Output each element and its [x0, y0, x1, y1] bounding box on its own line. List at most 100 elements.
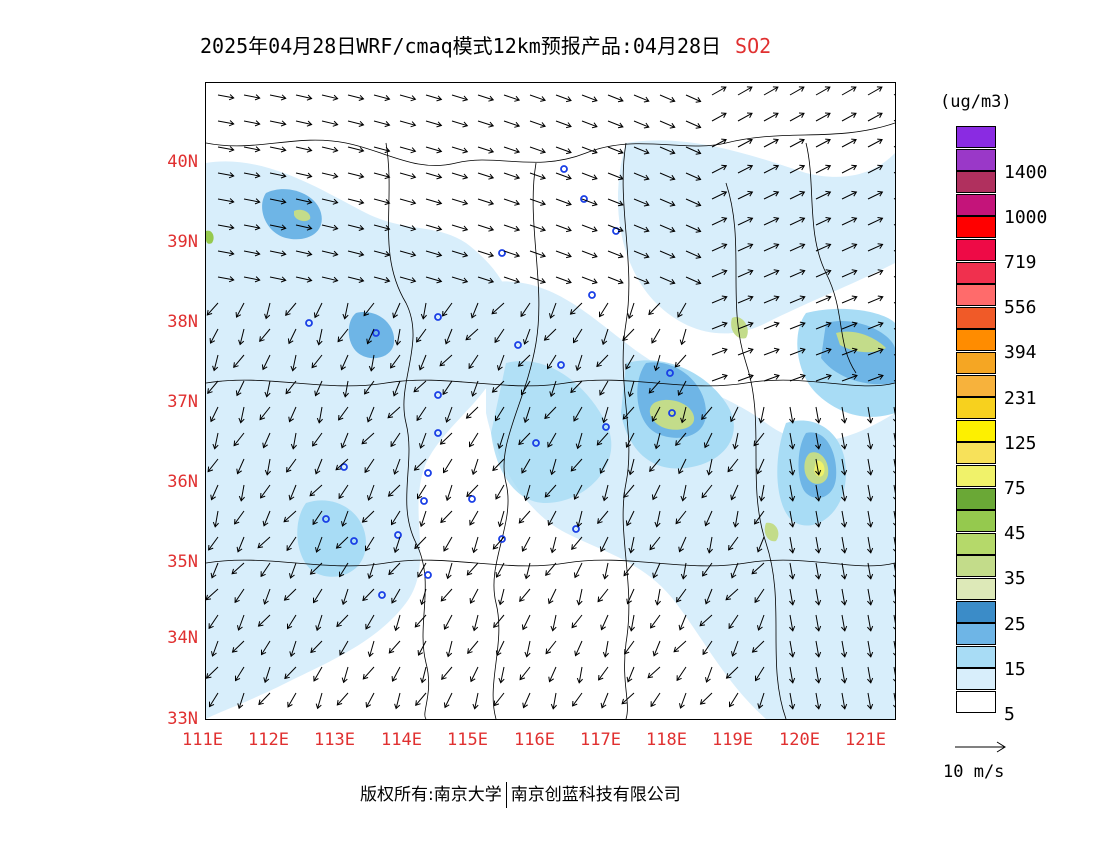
wind-arrow-head: [236, 468, 242, 475]
wind-arrow-head: [677, 311, 683, 318]
wind-arrow: [440, 432, 453, 445]
wind-arrow: [815, 243, 831, 252]
wind-arrow-head: [789, 677, 796, 684]
wind-arrow: [312, 432, 323, 447]
wind-arrow-head: [384, 173, 391, 180]
wind-arrow-head: [799, 347, 806, 354]
wind-arrow: [418, 640, 427, 656]
wind-arrow: [653, 562, 661, 578]
wind-arrow-head: [747, 190, 754, 197]
wind-arrow-head: [695, 227, 702, 233]
wind-arrow: [650, 614, 661, 629]
wind-arrow-head: [599, 389, 605, 396]
wind-arrow-head: [867, 625, 874, 632]
wind-arrow-head: [387, 491, 394, 497]
wind-arrow: [841, 484, 846, 501]
wind-arrow-head: [306, 276, 313, 283]
wind-arrow-head: [591, 278, 598, 285]
legend-tick-label: 1000: [1004, 206, 1048, 228]
wind-arrow: [518, 354, 531, 367]
wind-arrow: [238, 692, 245, 709]
wind-arrow-head: [488, 95, 495, 102]
wind-arrow-head: [798, 112, 805, 118]
wind-arrow: [581, 276, 598, 284]
wind-arrow-head: [573, 572, 580, 579]
wind-arrow: [893, 145, 895, 148]
wind-arrow-head: [680, 495, 687, 502]
wind-arrow: [754, 588, 765, 603]
wind-arrow: [451, 198, 468, 205]
wind-arrow-head: [851, 321, 858, 328]
wind-arrow: [469, 432, 479, 447]
wind-arrow: [518, 510, 531, 524]
wind-arrow-head: [773, 321, 780, 328]
wind-arrow-head: [206, 594, 212, 601]
wind-arrow-head: [841, 547, 848, 554]
wind-arrow-head: [313, 597, 319, 604]
wind-arrow-head: [418, 364, 425, 371]
wind-arrow: [491, 302, 505, 315]
wind-arrow-head: [415, 700, 421, 707]
wind-arrow: [414, 614, 427, 628]
wind-arrow: [387, 406, 401, 419]
wind-arrow: [503, 94, 520, 101]
wind-arrow-head: [212, 521, 219, 528]
wind-arrow-head: [518, 517, 525, 524]
wind-arrow-head: [462, 199, 469, 206]
wind-arrow: [789, 432, 794, 449]
wind-arrow: [581, 250, 598, 258]
wind-arrow: [269, 94, 286, 99]
wind-arrow: [758, 614, 765, 631]
wind-arrow-head: [867, 677, 874, 684]
wind-arrow-head: [773, 164, 780, 171]
wind-arrow: [841, 86, 857, 96]
wind-arrow-head: [254, 146, 261, 153]
wind-arrow: [705, 510, 713, 526]
legend-tick-label: 1400: [1004, 161, 1048, 183]
wind-arrow: [763, 270, 779, 278]
wind-arrow: [676, 666, 687, 681]
wind-arrow: [893, 562, 895, 572]
wind-arrow-head: [669, 278, 676, 285]
wind-arrow: [290, 640, 297, 657]
wind-arrow-head: [306, 198, 313, 205]
wind-arrow: [493, 692, 505, 706]
wind-arrow: [474, 692, 479, 709]
wind-arrow-head: [547, 363, 553, 370]
wind-arrow: [555, 224, 572, 231]
wind-arrow: [419, 354, 427, 370]
wind-arrow: [659, 224, 675, 232]
wind-arrow: [212, 640, 219, 657]
wind-arrow: [425, 276, 442, 282]
wind-arrow: [581, 120, 598, 128]
wind-arrow-head: [540, 200, 546, 206]
copyright-divider: [505, 782, 507, 808]
wind-arrow-head: [851, 347, 858, 354]
wind-arrow-head: [392, 312, 398, 319]
wind-arrow-head: [877, 269, 884, 276]
wind-arrow: [394, 458, 401, 475]
wind-arrow: [243, 198, 260, 203]
wind-arrow-head: [576, 599, 583, 606]
wind-arrow-head: [306, 250, 313, 257]
wind-arrow: [258, 692, 271, 705]
wind-arrow-head: [841, 677, 848, 684]
wind-arrow: [596, 354, 609, 367]
wind-arrow-head: [233, 440, 240, 447]
wind-arrow-head: [263, 677, 270, 684]
wind-arrow-head: [393, 547, 400, 554]
wind-arrow-head: [549, 313, 555, 319]
wind-arrow: [841, 375, 858, 382]
wind-arrow-head: [732, 443, 739, 450]
wind-arrow: [576, 354, 583, 371]
wind-arrow: [789, 510, 794, 527]
wind-arrow-head: [815, 573, 822, 580]
wind-arrow: [623, 562, 635, 576]
wind-arrow-head: [208, 623, 214, 630]
wind-arrow: [647, 666, 661, 679]
wind-arrow-head: [648, 387, 655, 394]
wind-arrow: [685, 172, 701, 180]
wind-arrow-head: [575, 443, 582, 450]
wind-arrow-head: [851, 295, 858, 302]
wind-arrow-head: [540, 122, 546, 128]
